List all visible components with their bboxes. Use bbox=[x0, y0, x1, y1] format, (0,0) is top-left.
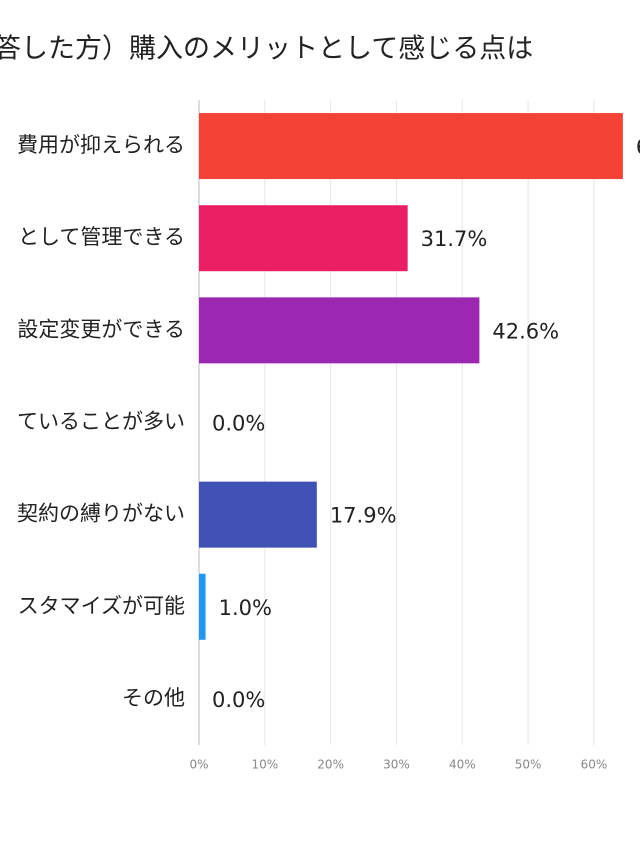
value-label: 42.6% bbox=[492, 319, 559, 343]
category-label: スタマイズが可能 bbox=[18, 594, 185, 618]
x-tick-label: 40% bbox=[449, 758, 476, 772]
category-label: その他 bbox=[122, 686, 185, 710]
value-label: 17.9% bbox=[330, 504, 397, 528]
value-label: 1.0% bbox=[219, 596, 272, 620]
x-tick-label: 10% bbox=[251, 758, 278, 772]
value-label: 0.0% bbox=[212, 412, 265, 436]
category-label: 契約の縛りがない bbox=[17, 502, 185, 526]
bar bbox=[199, 113, 623, 180]
category-label: ていることが多い bbox=[17, 410, 185, 434]
value-label: 64.4% bbox=[636, 135, 640, 159]
bar bbox=[199, 297, 480, 364]
bar bbox=[199, 481, 317, 548]
chart-title: 答した方）購入のメリットとして感じる点は bbox=[0, 34, 533, 65]
category-label: 費用が抑えられる bbox=[17, 133, 185, 157]
x-tick-label: 30% bbox=[383, 758, 410, 772]
value-label: 31.7% bbox=[421, 227, 488, 251]
x-tick-label: 50% bbox=[515, 758, 542, 772]
x-tick-label: 20% bbox=[317, 758, 344, 772]
category-label: として管理できる bbox=[18, 225, 185, 249]
value-label: 0.0% bbox=[212, 688, 265, 712]
x-tick-label: 60% bbox=[581, 758, 608, 772]
x-tick-label: 0% bbox=[189, 758, 208, 772]
bar bbox=[199, 573, 206, 640]
category-label: 設定変更ができる bbox=[17, 317, 185, 341]
bar bbox=[199, 205, 408, 272]
